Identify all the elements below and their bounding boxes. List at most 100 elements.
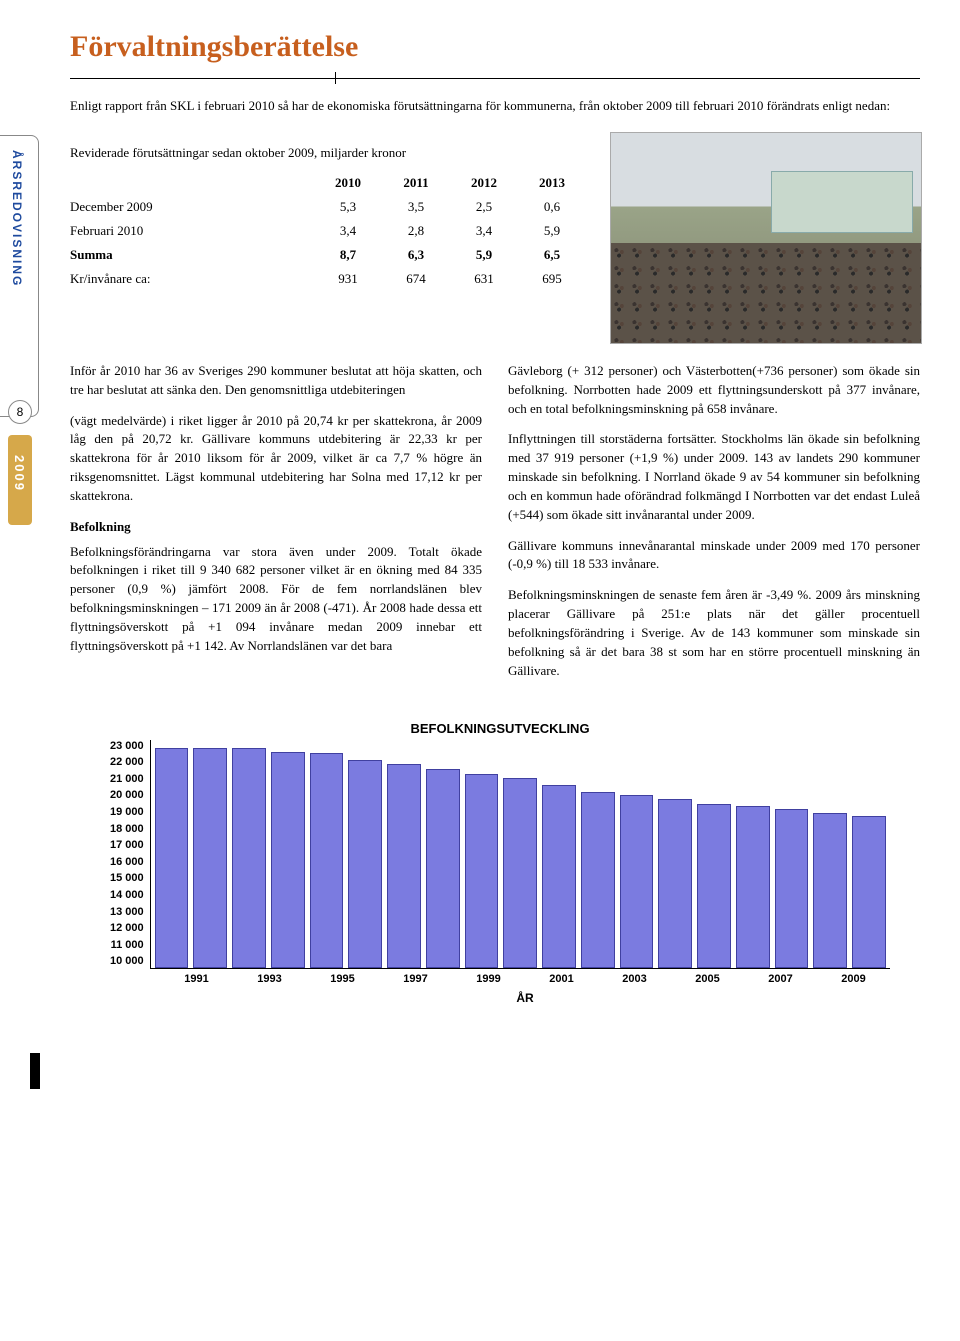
y-tick: 13 000 — [110, 906, 144, 918]
sidebar-tab: ÅRSREDOVISNING — [0, 135, 39, 417]
y-tick: 17 000 — [110, 839, 144, 851]
chart-x-label: ÅR — [160, 991, 890, 1005]
year-label: 2009 — [12, 455, 27, 492]
y-tick: 23 000 — [110, 740, 144, 752]
chart-title: BEFOLKNINGSUTVECKLING — [110, 721, 890, 736]
forecast-table: 2010 2011 2012 2013 December 20095,33,52… — [70, 171, 590, 291]
chart-x-axis: 1991199319951997199920012003200520072009 — [160, 973, 890, 985]
table-row: Summa8,76,35,96,5 — [70, 243, 590, 267]
x-tick: 2001 — [525, 973, 598, 985]
subhead-befolkning: Befolkning — [70, 518, 482, 537]
bar-2006 — [736, 806, 770, 968]
y-tick: 22 000 — [110, 756, 144, 768]
chart-y-axis: 23 000 22 000 21 000 20 000 19 000 18 000 17 0… — [110, 740, 150, 968]
photo-crowd — [611, 243, 921, 343]
bar-2004 — [658, 799, 692, 968]
cell-value: 0,6 — [522, 195, 590, 219]
y-tick: 16 000 — [110, 856, 144, 868]
bar-2003 — [620, 795, 654, 967]
right-p4: Befolkningsminskningen de senaste fem år… — [508, 586, 920, 680]
cell-value: 5,3 — [318, 195, 386, 219]
bar-1999 — [465, 774, 499, 967]
table-row: December 20095,33,52,50,6 — [70, 195, 590, 219]
cell-value: 6,5 — [522, 243, 590, 267]
cell-value: 5,9 — [522, 219, 590, 243]
black-square-marker — [30, 1053, 40, 1089]
cell-value: 931 — [318, 267, 386, 291]
cell-value: 6,3 — [386, 243, 454, 267]
right-column: Gävleborg (+ 312 personer) och Västerbot… — [508, 362, 920, 693]
col-2013: 2013 — [522, 171, 590, 195]
col-2012: 2012 — [454, 171, 522, 195]
left-column: Inför år 2010 har 36 av Sveriges 290 kom… — [70, 362, 482, 693]
row-label: Summa — [70, 243, 318, 267]
cell-value: 5,9 — [454, 243, 522, 267]
y-tick: 18 000 — [110, 823, 144, 835]
bar-1996 — [348, 760, 382, 967]
cell-value: 3,5 — [386, 195, 454, 219]
bar-1995 — [310, 753, 344, 967]
cell-value: 8,7 — [318, 243, 386, 267]
population-chart: BEFOLKNINGSUTVECKLING 23 000 22 000 21 000… — [110, 721, 890, 1005]
y-tick: 20 000 — [110, 789, 144, 801]
cell-value: 3,4 — [318, 219, 386, 243]
title-underline — [70, 78, 920, 79]
y-tick: 14 000 — [110, 889, 144, 901]
bar-2008 — [813, 813, 847, 968]
table-header-row: 2010 2011 2012 2013 — [70, 171, 590, 195]
right-p2: Inflyttningen till storstäderna fortsätt… — [508, 430, 920, 524]
cell-value: 2,8 — [386, 219, 454, 243]
left-p2: (vägt medelvärde) i riket ligger år 2010… — [70, 412, 482, 506]
x-tick: 1999 — [452, 973, 525, 985]
row-label: Februari 2010 — [70, 219, 318, 243]
y-tick: 19 000 — [110, 806, 144, 818]
sidebar-label: ÅRSREDOVISNING — [10, 150, 24, 287]
col-2010: 2010 — [318, 171, 386, 195]
table-heading: Reviderade förutsättningar sedan oktober… — [70, 145, 590, 161]
x-tick: 1991 — [160, 973, 233, 985]
table-row: Februari 20103,42,83,45,9 — [70, 219, 590, 243]
y-tick: 15 000 — [110, 872, 144, 884]
cell-value: 3,4 — [454, 219, 522, 243]
cell-value: 695 — [522, 267, 590, 291]
bar-2001 — [542, 785, 576, 968]
photo-block — [610, 132, 920, 344]
right-p1: Gävleborg (+ 312 personer) och Västerbot… — [508, 362, 920, 419]
y-tick: 21 000 — [110, 773, 144, 785]
y-tick: 11 000 — [111, 939, 144, 951]
x-tick: 1997 — [379, 973, 452, 985]
bar-1994 — [271, 752, 305, 968]
crowd-photo — [610, 132, 922, 344]
intro-paragraph: Enligt rapport från SKL i februari 2010 … — [70, 97, 920, 116]
col-2011: 2011 — [386, 171, 454, 195]
left-p3: Befolkningsförändringarna var stora även… — [70, 543, 482, 656]
photo-building — [771, 171, 913, 233]
y-tick: 10 000 — [110, 955, 144, 967]
bar-2002 — [581, 792, 615, 968]
page-number-badge: 8 — [8, 400, 32, 424]
left-p1: Inför år 2010 har 36 av Sveriges 290 kom… — [70, 362, 482, 400]
cell-value: 2,5 — [454, 195, 522, 219]
table-block: Reviderade förutsättningar sedan oktober… — [70, 132, 590, 344]
row-label: Kr/invånare ca: — [70, 267, 318, 291]
x-tick: 2003 — [598, 973, 671, 985]
row-label: December 2009 — [70, 195, 318, 219]
y-tick: 12 000 — [110, 922, 144, 934]
table-row: Kr/invånare ca:931674631695 — [70, 267, 590, 291]
cell-value: 631 — [454, 267, 522, 291]
chart-plot-area — [150, 740, 890, 969]
bar-1998 — [426, 769, 460, 967]
x-tick: 2009 — [817, 973, 890, 985]
bar-2009 — [852, 816, 886, 968]
x-tick: 1995 — [306, 973, 379, 985]
bar-2007 — [775, 809, 809, 967]
bar-1993 — [232, 748, 266, 967]
bar-1991 — [155, 748, 189, 967]
page-title: Förvaltningsberättelse — [70, 30, 920, 64]
x-tick: 2005 — [671, 973, 744, 985]
year-tab: 2009 — [8, 435, 32, 525]
bar-2000 — [503, 778, 537, 968]
right-p3: Gällivare kommuns innevånarantal minskad… — [508, 537, 920, 575]
x-tick: 2007 — [744, 973, 817, 985]
x-tick: 1993 — [233, 973, 306, 985]
